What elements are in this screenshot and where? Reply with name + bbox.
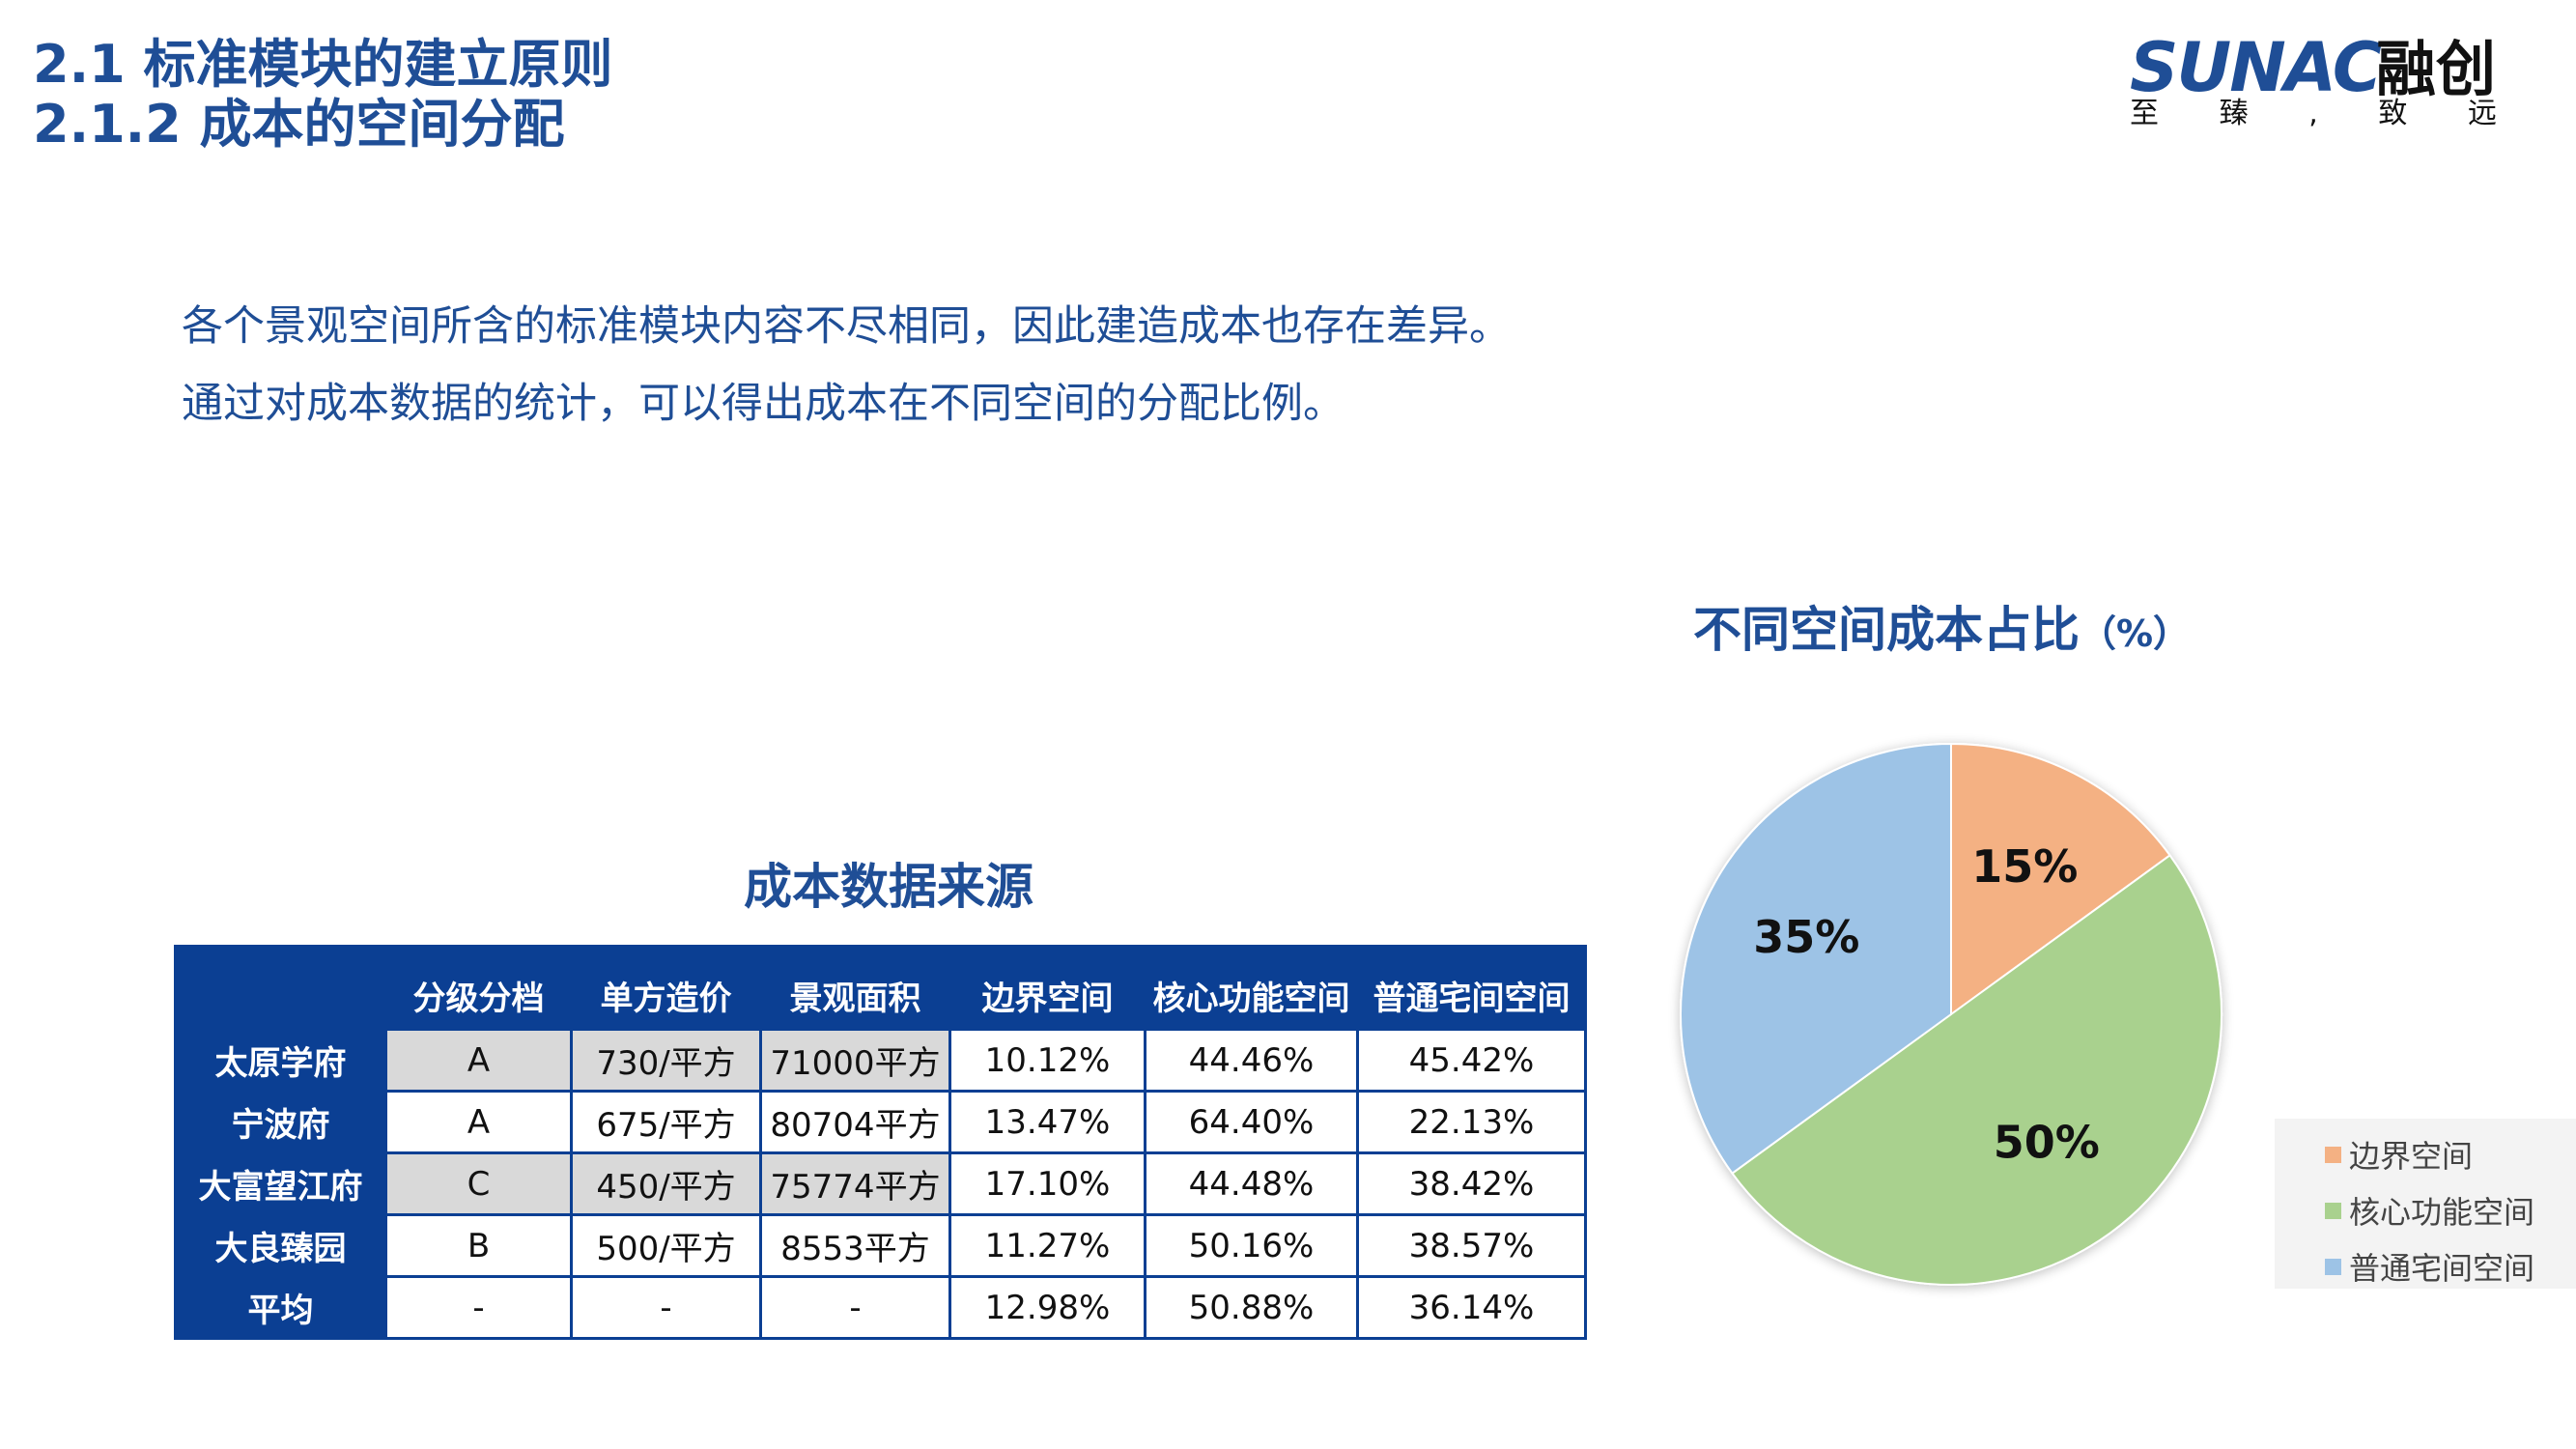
row-name: 太原学府 [174,1028,387,1093]
table-cell: A [384,1028,573,1093]
header-cell: 景观面积 [759,945,951,1031]
table-row: 大良臻园 B 500/平方 8553平方 11.27% 50.16% 38.57… [174,1213,1587,1278]
table-row: 大富望江府 C 450/平方 75774平方 17.10% 44.48% 38.… [174,1151,1587,1216]
legend-label: 核心功能空间 [2349,1194,2535,1231]
chart-title-text: 不同空间成本占比 [1692,602,2080,658]
title-line-2: 2.1.2 成本的空间分配 [33,94,565,155]
legend-swatch [2325,1202,2341,1219]
table-cell: - [759,1275,951,1340]
legend-item-boundary: 边界空间 [2325,1132,2473,1177]
table-cell: 12.98% [948,1275,1146,1340]
table-row: 太原学府 A 730/平方 71000平方 10.12% 44.46% 45.4… [174,1028,1587,1093]
chart-title-unit: （%） [2079,612,2191,655]
cost-data-table: 分级分档 单方造价 景观面积 边界空间 核心功能空间 普通宅间空间 太原学府 A… [174,945,1587,1340]
slide-title: 2.1 标准模块的建立原则 2.1.2 成本的空间分配 [33,35,612,155]
table-cell: A [384,1090,573,1154]
legend-label: 边界空间 [2349,1138,2474,1175]
intro-text: 各个景观空间所含的标准模块内容不尽相同，因此建造成本也存在差异。 通过对成本数据… [182,288,1511,442]
table-header-row: 分级分档 单方造价 景观面积 边界空间 核心功能空间 普通宅间空间 [174,945,1587,1031]
logo-chinese-name: 融创 [2376,34,2497,104]
row-name: 平均 [174,1275,387,1340]
chart-title: 不同空间成本占比（%） [1681,591,2202,661]
header-cell: 分级分档 [384,945,573,1031]
table-title: 成本数据来源 [744,859,1033,915]
table-cell: 38.42% [1356,1151,1587,1216]
table-cell: C [384,1151,573,1216]
table-cell: 80704平方 [759,1090,951,1154]
table-cell: 22.13% [1356,1090,1587,1154]
table-cell: 675/平方 [570,1090,762,1154]
logo-wordmark: SUNAC [2130,28,2382,107]
header-cell: 普通宅间空间 [1356,945,1587,1031]
pie-chart: 15% 50% 35% [1680,742,2222,1286]
table-cell: B [384,1213,573,1278]
intro-line-1: 各个景观空间所含的标准模块内容不尽相同，因此建造成本也存在差异。 [182,302,1511,351]
header-cell: 核心功能空间 [1144,945,1359,1031]
table-cell: 75774平方 [759,1151,951,1216]
slice-residential [1680,742,1952,1175]
pie-data-label: 15% [1971,840,2078,893]
table-cell: 36.14% [1356,1275,1587,1340]
table-cell: - [570,1275,762,1340]
table-cell: 64.40% [1144,1090,1359,1154]
motto-char: 臻 [2219,97,2249,130]
table-cell: 8553平方 [759,1213,951,1278]
pie-data-label: 35% [1753,911,1859,963]
slice-boundary [1950,742,2171,1016]
header-cell [174,945,387,1031]
header-cell: 边界空间 [948,945,1146,1031]
motto-char: 远 [2467,97,2497,130]
sunac-logo: SUNAC 融创 至 臻 , 致 远 [2130,29,2497,135]
table-cell: 730/平方 [570,1028,762,1093]
chart-legend: 边界空间 核心功能空间 普通宅间空间 [2275,1119,2576,1289]
table-cell: 71000平方 [759,1028,951,1093]
table-cell: - [384,1275,573,1340]
row-name: 大富望江府 [174,1151,387,1216]
table-cell: 17.10% [948,1151,1146,1216]
legend-label: 普通宅间空间 [2349,1250,2535,1287]
table-row: 平均 - - - 12.98% 50.88% 36.14% [174,1275,1587,1340]
row-name: 宁波府 [174,1090,387,1154]
pie-data-label: 50% [1994,1116,2100,1168]
motto-char: , [2308,97,2318,130]
table-cell: 500/平方 [570,1213,762,1278]
legend-item-core: 核心功能空间 [2325,1188,2534,1233]
legend-swatch [2325,1258,2341,1275]
table-cell: 38.57% [1356,1213,1587,1278]
table-cell: 45.42% [1356,1028,1587,1093]
table-cell: 50.88% [1144,1275,1359,1340]
legend-item-residential: 普通宅间空间 [2325,1244,2534,1289]
legend-swatch [2325,1146,2341,1163]
logo-motto: 至 臻 , 致 远 [2130,95,2497,133]
header-cell: 单方造价 [570,945,762,1031]
table-cell: 50.16% [1144,1213,1359,1278]
table-cell: 44.48% [1144,1151,1359,1216]
row-name: 大良臻园 [174,1213,387,1278]
slice-core-function [1731,854,2222,1286]
table-cell: 11.27% [948,1213,1146,1278]
motto-char: 至 [2130,97,2159,130]
table-cell: 450/平方 [570,1151,762,1216]
table-row: 宁波府 A 675/平方 80704平方 13.47% 64.40% 22.13… [174,1090,1587,1154]
title-line-1: 2.1 标准模块的建立原则 [33,34,613,95]
motto-char: 致 [2378,97,2408,130]
table-cell: 10.12% [948,1028,1146,1093]
table-cell: 13.47% [948,1090,1146,1154]
intro-line-2: 通过对成本数据的统计，可以得出成本在不同空间的分配比例。 [182,380,1345,428]
table-cell: 44.46% [1144,1028,1359,1093]
